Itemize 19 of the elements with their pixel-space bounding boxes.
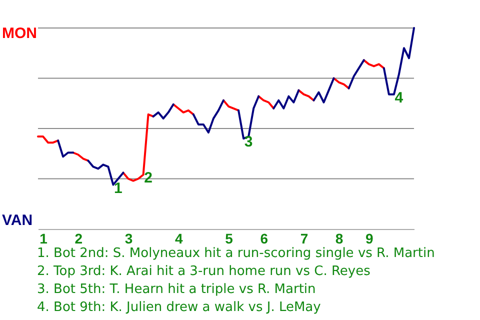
x-tick-label: 6 [260, 230, 268, 246]
x-tick-label: 3 [124, 230, 133, 246]
x-tick-label: 9 [365, 230, 374, 246]
annotation: 3 [244, 134, 253, 151]
x-tick-label: 1 [40, 230, 48, 246]
x-tick-label: 5 [225, 230, 234, 246]
text: MON [2, 25, 37, 42]
annotation: 2 [144, 170, 152, 187]
text: VAN [2, 212, 33, 229]
x-tick-label: 4 [174, 230, 183, 246]
text: 2. Top 3rd: K. Arai hit a 3-run home run vs C. Reyes [37, 263, 372, 281]
text: 3. Bot 5th: T. Hearn hit a triple vs R. Martin [37, 281, 317, 299]
text: 1. Bot 2nd: S. Molyneaux hit a run-scoring single vs R. Martin [37, 245, 435, 263]
x-tick-label: 8 [335, 230, 344, 246]
text: 4. Bot 9th: K. Julien drew a walk vs J. LeMay [37, 299, 322, 317]
x-tick-label: 7 [300, 230, 308, 246]
annotation: 4 [394, 89, 404, 106]
x-tick-label: 2 [74, 230, 83, 246]
annotation: 1 [114, 180, 122, 197]
